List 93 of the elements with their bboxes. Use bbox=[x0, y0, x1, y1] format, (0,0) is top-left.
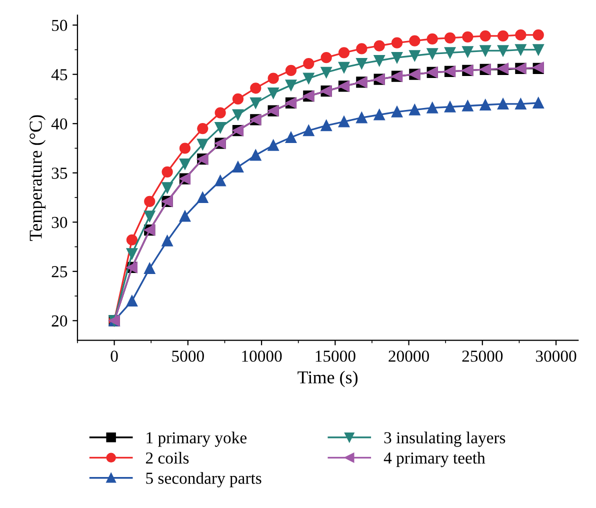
point bbox=[197, 122, 208, 134]
point bbox=[285, 80, 297, 91]
y-tick-label: 20 bbox=[52, 315, 68, 327]
y-tick-label: 40 bbox=[51, 118, 68, 130]
point bbox=[285, 132, 297, 143]
y-tick-label: 25 bbox=[52, 266, 68, 278]
point bbox=[126, 248, 138, 260]
point bbox=[356, 43, 368, 54]
point bbox=[374, 55, 385, 66]
point bbox=[126, 234, 138, 246]
point bbox=[462, 46, 474, 58]
point bbox=[391, 37, 403, 48]
point bbox=[480, 99, 491, 110]
point bbox=[497, 45, 509, 56]
point bbox=[532, 29, 544, 40]
point bbox=[303, 58, 314, 70]
point bbox=[144, 196, 156, 207]
point bbox=[320, 66, 332, 78]
point bbox=[250, 82, 262, 94]
point bbox=[126, 295, 138, 307]
y-tick-label: 30 bbox=[52, 216, 68, 228]
point bbox=[515, 29, 526, 40]
point bbox=[320, 52, 332, 64]
point bbox=[162, 235, 173, 246]
point bbox=[462, 31, 474, 42]
point bbox=[409, 50, 420, 62]
point bbox=[162, 166, 173, 178]
point bbox=[444, 47, 456, 58]
point bbox=[356, 58, 368, 70]
point bbox=[480, 30, 491, 42]
point bbox=[214, 122, 226, 134]
point bbox=[532, 44, 544, 56]
point bbox=[250, 150, 262, 161]
point bbox=[391, 52, 403, 64]
legend-label: 5 secondary parts bbox=[146, 472, 262, 488]
point bbox=[532, 97, 544, 108]
point bbox=[356, 112, 368, 124]
point bbox=[268, 72, 279, 84]
x-tick-label: 5000 bbox=[172, 350, 204, 362]
point bbox=[391, 106, 403, 118]
point bbox=[497, 98, 509, 110]
point bbox=[426, 48, 438, 60]
point bbox=[444, 101, 456, 112]
point bbox=[197, 138, 208, 150]
point bbox=[444, 32, 456, 44]
legend-label: 4 primary teeth bbox=[384, 452, 486, 468]
point bbox=[162, 182, 173, 194]
point bbox=[250, 97, 262, 108]
point bbox=[179, 158, 191, 170]
point bbox=[268, 88, 279, 99]
x-axis-title: Time (s) bbox=[298, 370, 358, 388]
point bbox=[374, 40, 385, 52]
legend-label: 2 coils bbox=[146, 452, 189, 464]
y-axis-title: Temperature (°C) bbox=[29, 115, 46, 241]
point bbox=[214, 107, 226, 118]
point bbox=[320, 120, 332, 132]
point bbox=[197, 192, 208, 204]
x-tick-label: 10000 bbox=[242, 350, 282, 362]
point bbox=[480, 45, 491, 56]
point bbox=[144, 262, 156, 274]
point bbox=[179, 210, 191, 222]
point bbox=[144, 210, 156, 222]
point bbox=[497, 30, 509, 42]
y-tick-label: 35 bbox=[52, 168, 68, 179]
point bbox=[409, 35, 420, 46]
point bbox=[232, 109, 244, 120]
x-tick-label: 30000 bbox=[536, 350, 576, 362]
point bbox=[338, 116, 350, 128]
point bbox=[426, 102, 438, 114]
point bbox=[338, 62, 350, 74]
point bbox=[409, 104, 420, 116]
x-tick-label: 20000 bbox=[388, 350, 429, 362]
point bbox=[338, 47, 350, 58]
legend-label: 3 insulating layers bbox=[384, 432, 506, 447]
point bbox=[232, 93, 244, 105]
point bbox=[268, 140, 279, 151]
point bbox=[374, 109, 385, 120]
point bbox=[232, 161, 244, 173]
point bbox=[214, 175, 226, 186]
point bbox=[179, 142, 191, 154]
y-tick-label: 50 bbox=[52, 20, 68, 32]
point bbox=[303, 72, 314, 84]
x-tick-label: 25000 bbox=[462, 350, 503, 362]
point bbox=[285, 64, 297, 76]
x-tick-label: 15000 bbox=[316, 350, 356, 362]
point bbox=[515, 98, 526, 110]
legend-label: 1 primary yoke bbox=[146, 432, 246, 447]
point bbox=[426, 33, 438, 44]
point bbox=[515, 44, 526, 56]
x-tick-label: 0 bbox=[110, 350, 118, 362]
point bbox=[462, 100, 474, 112]
y-tick-label: 45 bbox=[51, 69, 68, 80]
point bbox=[303, 124, 314, 136]
